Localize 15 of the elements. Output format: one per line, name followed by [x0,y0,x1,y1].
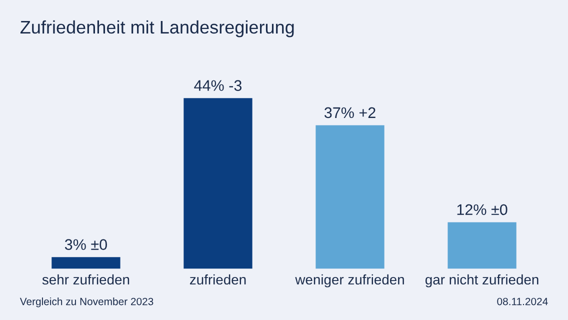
data-label: 37% +2 [324,107,376,118]
text: Vergleich zu November 2023 [20,298,154,308]
x-tick-label: zufrieden [190,274,246,285]
data-label: 12% ±0 [457,204,508,216]
bar [316,125,384,269]
data-label: 3% ±0 [64,239,107,250]
bar [184,98,252,269]
x-tick-label: weniger zufrieden [295,274,404,288]
text: 08.11.2024 [497,298,548,306]
data-label: 44% -3 [194,80,242,91]
x-tick-label: sehr zufrieden [42,274,130,285]
bar [52,257,120,269]
chart-title: Zufriedenheit mit Landesregierung [20,20,294,38]
bar [448,222,516,269]
x-tick-label: gar nicht zufrieden [425,274,538,288]
